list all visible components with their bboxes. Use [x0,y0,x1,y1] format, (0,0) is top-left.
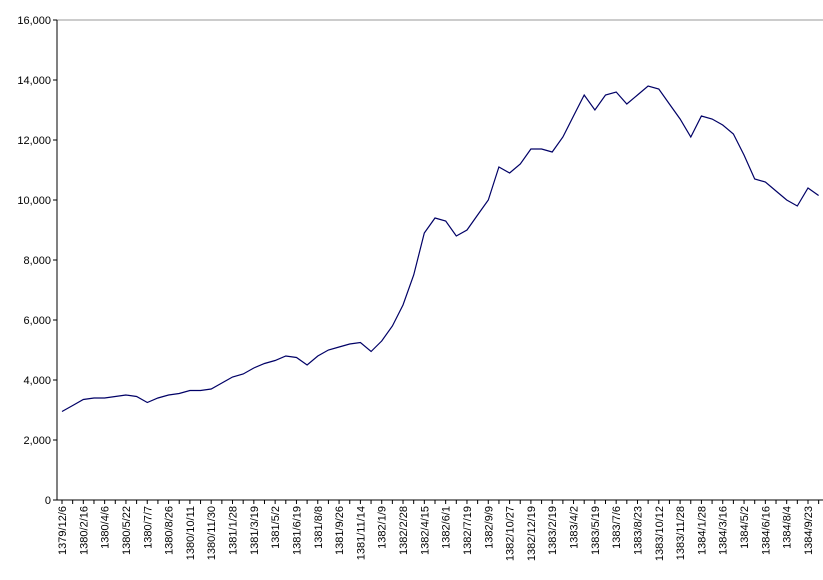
x-tick-label: 1384/3/16 [718,506,730,555]
x-tick-label: 1382/2/28 [398,506,410,555]
x-tick-label: 1381/3/19 [249,506,261,555]
y-tick-label: 8,000 [23,255,51,267]
x-tick-label: 1382/12/19 [526,506,538,561]
y-tick-label: 6,000 [23,315,51,327]
x-tick-label: 1384/6/16 [760,506,772,555]
y-tick-label: 14,000 [17,75,51,87]
y-tick-label: 2,000 [23,435,51,447]
x-tick-label: 1379/12/6 [57,506,69,555]
x-tick-label: 1383/8/23 [632,506,644,555]
x-tick-label: 1380/5/22 [121,506,133,555]
series-line [61,85,819,413]
x-tick-label: 1383/7/6 [611,506,623,549]
y-tick-label: 0 [45,495,51,507]
x-tick-label: 1383/11/28 [675,506,687,560]
x-tick-label: 1382/6/1 [441,506,453,549]
x-tick-label: 1384/8/4 [782,506,794,549]
y-tick-label: 4,000 [23,375,51,387]
y-tick-label: 10,000 [17,195,51,207]
x-tick-label: 1382/4/15 [419,506,431,555]
x-tick-label: 1380/11/30 [206,506,218,560]
x-tick-label: 1380/4/6 [100,506,112,549]
x-tick-label: 1382/10/27 [505,506,517,561]
x-tick-label: 1383/10/12 [654,506,666,561]
x-tick-label: 1383/4/2 [569,506,581,549]
x-tick-label: 1381/8/8 [313,506,325,549]
x-tick-label: 1383/5/19 [590,506,602,555]
x-tick-label: 1381/6/19 [291,506,303,555]
x-tick-label: 1384/5/2 [739,506,751,549]
x-tick-label: 1382/1/9 [377,506,389,549]
x-tick-label: 1381/1/28 [228,506,240,555]
x-tick-label: 1380/10/11 [185,506,197,560]
x-tick-label: 1383/2/19 [547,506,559,555]
y-tick-label: 16,000 [17,15,51,27]
x-tick-label: 1380/2/16 [78,506,90,555]
x-tick-label: 1381/9/26 [334,506,346,555]
x-tick-label: 1380/7/7 [142,506,154,549]
x-tick-label: 1381/5/2 [270,506,282,549]
x-tick-label: 1384/9/23 [803,506,815,555]
x-tick-label: 1381/11/14 [355,506,367,560]
x-tick-label: 1382/9/9 [483,506,495,549]
y-tick-label: 12,000 [17,135,51,147]
x-tick-label: 1384/1/28 [696,506,708,555]
x-tick-label: 1382/7/19 [462,506,474,555]
x-tick-label: 1380/8/26 [164,506,176,555]
